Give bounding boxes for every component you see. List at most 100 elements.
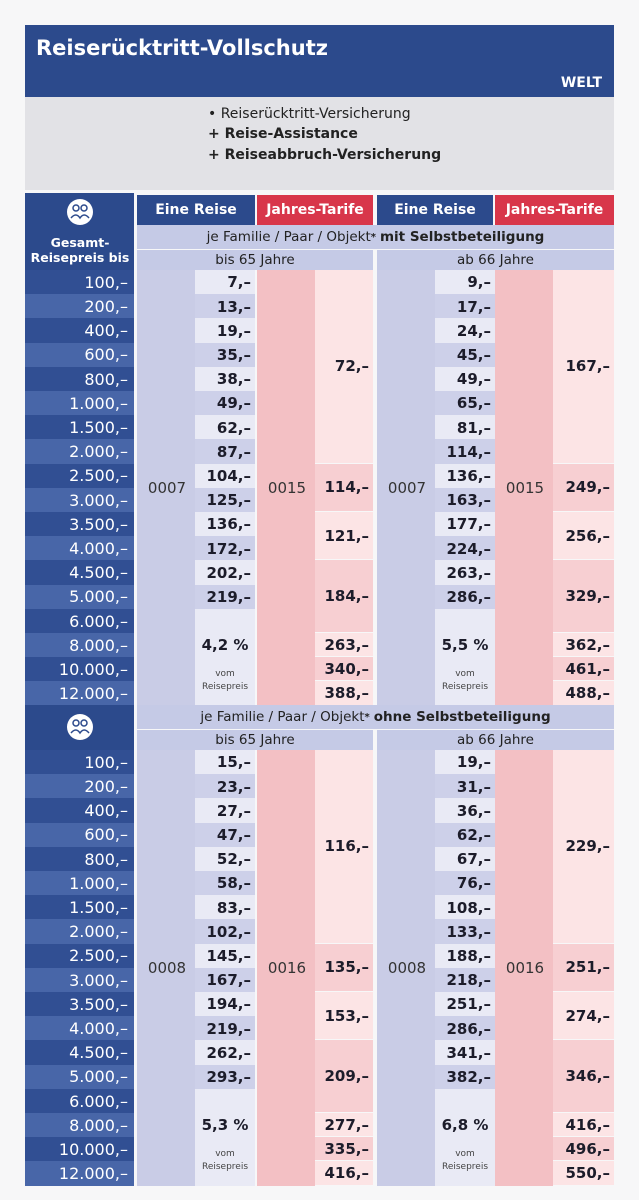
annual-price: 249,– [553, 463, 614, 511]
percent-area [435, 608, 495, 706]
single-price: 87,– [195, 439, 255, 465]
single-code-area [377, 270, 435, 706]
price-cell: 3.500,– [25, 992, 134, 1017]
single-price: 382,– [435, 1064, 495, 1090]
annual-code-area [257, 750, 315, 1186]
annual-price: 256,– [553, 512, 614, 560]
single-price: 172,– [195, 536, 255, 561]
single-price: 251,– [435, 992, 495, 1017]
single-price: 31,– [435, 774, 495, 799]
single-price: 45,– [435, 342, 495, 368]
price-cell: 8.000,– [25, 1113, 134, 1138]
annual-price: 329,– [553, 560, 614, 632]
single-price: 136,– [195, 512, 255, 537]
annual-price: 416,– [315, 1161, 373, 1185]
single-price: 163,– [435, 487, 495, 513]
price-cell: 4.000,– [25, 1016, 134, 1041]
single-price: 19,– [435, 750, 495, 775]
price-cell: 600,– [25, 342, 134, 368]
single-price: 27,– [195, 798, 255, 824]
annual-code: 0015 [505, 478, 545, 497]
annual-price: 335,– [315, 1137, 373, 1161]
percent-area [435, 1088, 495, 1186]
single-price: 49,– [195, 391, 255, 416]
price-cell: 2.500,– [25, 463, 134, 489]
region: WELT [560, 75, 602, 91]
annual-price: 167,– [553, 270, 614, 463]
single-price: 219,– [195, 584, 255, 610]
column-header: Eine Reise [137, 195, 255, 225]
single-price: 262,– [195, 1040, 255, 1066]
single-price: 108,– [435, 895, 495, 920]
percent: 4,2 % [201, 636, 249, 655]
price-cell: 1.500,– [25, 415, 134, 440]
annual-code-area [495, 750, 553, 1186]
annual-code: 0015 [267, 478, 307, 497]
single-price: 133,– [435, 919, 495, 945]
single-code: 0007 [147, 478, 187, 497]
annual-price: 229,– [553, 750, 614, 943]
price-cell: 200,– [25, 774, 134, 799]
single-price: 114,– [435, 439, 495, 465]
annual-price: 116,– [315, 750, 373, 943]
single-price: 167,– [195, 967, 255, 993]
single-price: 177,– [435, 512, 495, 537]
annual-price: 121,– [315, 512, 373, 560]
single-price: 136,– [435, 463, 495, 489]
annual-code-area [495, 270, 553, 706]
annual-price: 550,– [553, 1161, 614, 1185]
single-price: 36,– [435, 798, 495, 824]
annual-price: 488,– [553, 681, 614, 705]
annual-price: 277,– [315, 1113, 373, 1137]
price-cell: 400,– [25, 318, 134, 344]
percent: 6,8 % [441, 1116, 489, 1135]
single-price: 15,– [195, 750, 255, 775]
single-price: 286,– [435, 1016, 495, 1041]
feature: + Reise-Assistance [208, 126, 358, 142]
single-price: 7,– [195, 270, 255, 295]
single-price: 19,– [195, 318, 255, 344]
percent-area [195, 1088, 255, 1186]
annual-price: 153,– [315, 992, 373, 1040]
price-cell: 10.000,– [25, 1137, 134, 1162]
single-price: 125,– [195, 487, 255, 513]
price-cell: 600,– [25, 822, 134, 848]
annual-price: 340,– [315, 657, 373, 681]
family-icon [67, 199, 93, 225]
title: Reiserücktritt-Vollschutz [36, 36, 328, 60]
price-cell: 2.500,– [25, 943, 134, 969]
single-price: 263,– [435, 560, 495, 586]
age-band: ab 66 Jahre [377, 250, 614, 270]
price-cell: 1.000,– [25, 391, 134, 416]
deductible: mit Selbstbeteiligung [379, 229, 545, 245]
price-cell: 100,– [25, 750, 134, 775]
price-cell: 800,– [25, 846, 134, 872]
annual-price: 135,– [315, 943, 373, 991]
annual-price: 274,– [553, 992, 614, 1040]
annual-price: 209,– [315, 1040, 373, 1112]
features-band [25, 97, 614, 190]
single-price: 219,– [195, 1016, 255, 1041]
percent-note: vom Reisepreis [201, 669, 249, 693]
single-price: 17,– [435, 294, 495, 319]
percent-area [195, 608, 255, 706]
annual-price: 416,– [553, 1113, 614, 1137]
single-code: 0008 [387, 958, 427, 977]
price-cell: 8.000,– [25, 633, 134, 658]
single-price: 62,– [195, 415, 255, 440]
header-band [25, 25, 614, 97]
single-code-area [377, 750, 435, 1186]
price-cell: 1.000,– [25, 871, 134, 896]
single-price: 62,– [435, 822, 495, 848]
feature: • Reiserücktritt-Versicherung [208, 106, 411, 122]
single-price: 9,– [435, 270, 495, 295]
annual-price: 251,– [553, 943, 614, 991]
single-price: 81,– [435, 415, 495, 440]
single-price: 23,– [195, 774, 255, 799]
single-price: 65,– [435, 391, 495, 416]
single-price: 35,– [195, 342, 255, 368]
scope: je Familie / Paar / Objekt [206, 229, 371, 245]
price-cell: 1.500,– [25, 895, 134, 920]
single-price: 52,– [195, 846, 255, 872]
